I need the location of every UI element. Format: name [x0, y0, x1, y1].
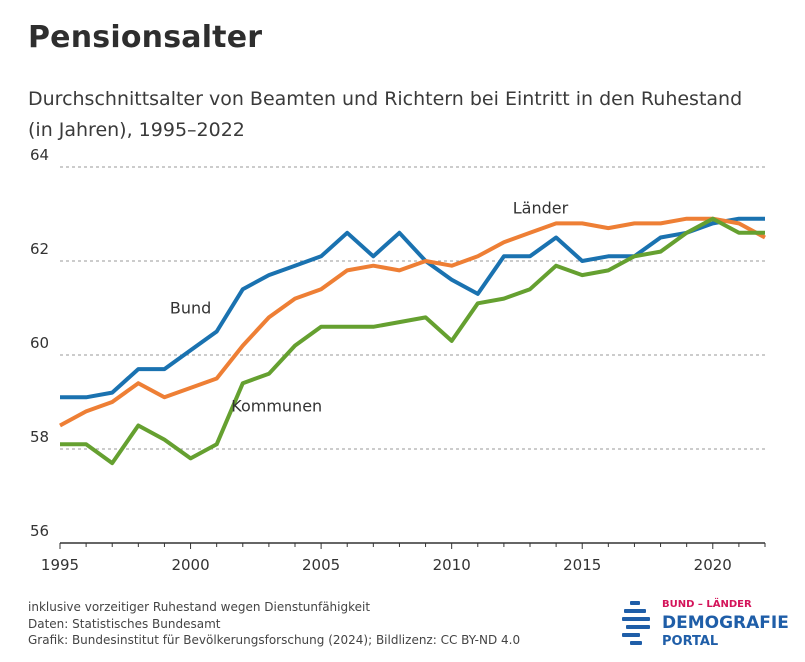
x-tick-label-1995: 1995	[41, 556, 79, 574]
demografie-portal-logo[interactable]: BUND – LÄNDER DEMOGRAFIE PORTAL	[622, 597, 792, 655]
series-label-bund: Bund	[170, 299, 211, 318]
y-tick-label-64: 64	[30, 146, 49, 164]
x-tick-label-2015: 2015	[563, 556, 601, 574]
logo-top-text: BUND – LÄNDER	[662, 599, 752, 610]
chart-title: Pensionsalter	[28, 20, 263, 55]
logo-main-text: DEMOGRAFIE	[662, 613, 789, 633]
y-tick-label-56: 56	[30, 522, 49, 540]
x-tick-label-2005: 2005	[302, 556, 340, 574]
footer: inklusive vorzeitiger Ruhestand wegen Di…	[28, 599, 520, 649]
y-tick-label-58: 58	[30, 428, 49, 446]
footer-note: inklusive vorzeitiger Ruhestand wegen Di…	[28, 600, 371, 614]
logo-bars-icon	[622, 601, 650, 645]
x-tick-label-2000: 2000	[171, 556, 209, 574]
line-chart: 56 58 60 62 64 1995 2000 2005 2010 2015 2020 Bund Lä…	[30, 146, 766, 574]
series-line-kommunen	[60, 216, 765, 466]
x-tick-label-2010: 2010	[433, 556, 471, 574]
series-line-bund	[60, 216, 765, 400]
footer-source: Daten: Statistisches Bundesamt	[28, 616, 221, 631]
y-tick-label-60: 60	[30, 334, 49, 352]
chart-subtitle: Durchschnittsalter von Beamten und Richt…	[28, 88, 743, 141]
footer-credit: Grafik: Bundesinstitut für Bevölkerungsf…	[28, 633, 521, 647]
y-tick-label-62: 62	[30, 240, 49, 258]
series-label-laender: Länder	[513, 199, 569, 218]
series-label-kommunen: Kommunen	[231, 396, 322, 415]
series-line-laender	[59, 216, 766, 428]
logo-sub-text: PORTAL	[662, 634, 719, 649]
x-tick-label-2020: 2020	[694, 556, 732, 574]
